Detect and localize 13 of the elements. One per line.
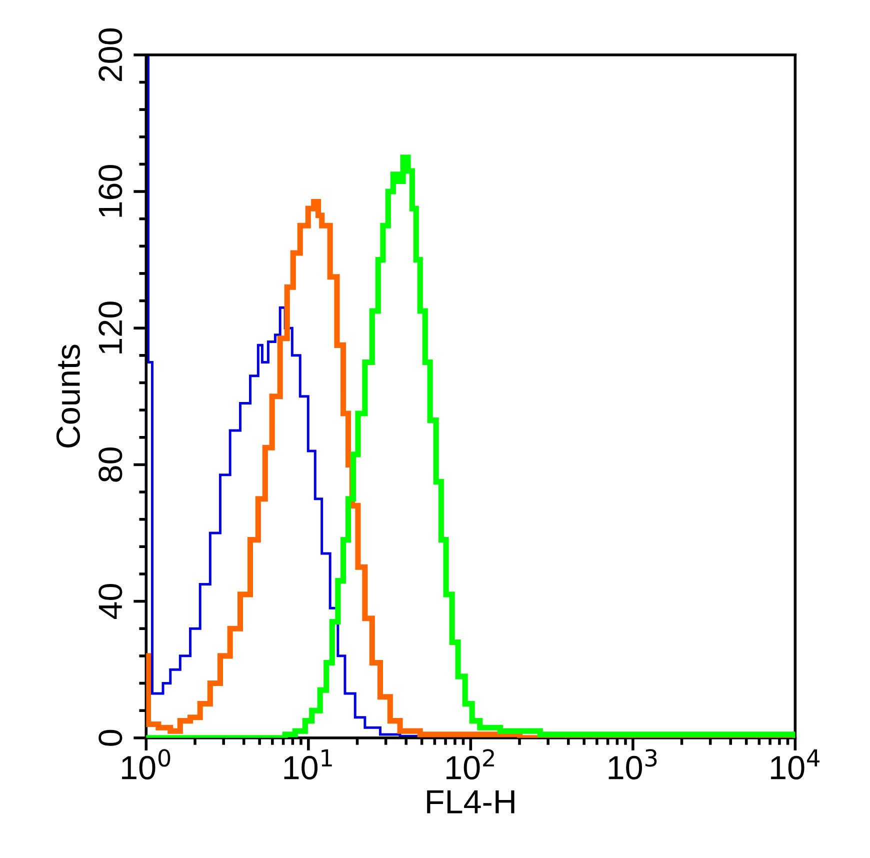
y-tick-label: 40 <box>98 584 122 620</box>
y-tick-label: 160 <box>98 165 122 217</box>
x-tick-label: 10$^{0}$ <box>122 749 170 780</box>
x-tick-label: 10$^{4}$ <box>771 749 820 780</box>
y-tick-label: 120 <box>98 302 122 354</box>
y-axis-title: Counts <box>56 344 80 448</box>
y-tick-label: 0 <box>98 730 122 746</box>
y-tick-label: 80 <box>98 447 122 482</box>
x-tick-label: 10$^{1}$ <box>284 749 332 780</box>
x-tick-label: 10$^{2}$ <box>446 749 494 780</box>
x-axis-title: FL4-H <box>427 790 514 814</box>
y-tick-label: 200 <box>98 28 122 82</box>
x-tick-label: 10$^{3}$ <box>608 749 657 780</box>
